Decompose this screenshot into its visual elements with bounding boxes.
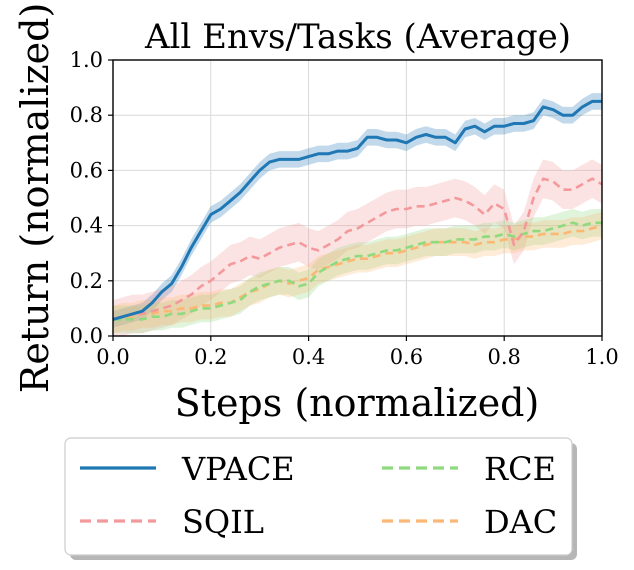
- legend-label-dac: DAC: [484, 503, 557, 541]
- x-tick-label: 1.0: [585, 345, 618, 369]
- plot-frame: [112, 59, 603, 337]
- line-sqil: [112, 177, 603, 321]
- band-sqil: [113, 159, 602, 336]
- chart-title: All Envs/Tasks (Average): [144, 17, 571, 57]
- plot-area: [112, 59, 603, 337]
- x-tick-label: 0.4: [292, 345, 325, 369]
- y-tick-label: 0.0: [70, 324, 103, 348]
- line-dac: [112, 224, 603, 321]
- y-tick-label: 0.6: [70, 158, 103, 182]
- legend-label-vpace: VPACE: [181, 450, 295, 488]
- y-tick-label: 0.4: [70, 214, 103, 238]
- x-tick-label: 0.6: [390, 345, 423, 369]
- series-lines: [112, 99, 603, 321]
- plot-background: [113, 60, 602, 336]
- x-axis-ticks: 0.0 0.2 0.4 0.6 0.8 1.0: [96, 336, 619, 369]
- legend-box: [64, 437, 573, 556]
- x-tick-label: 0.0: [96, 345, 129, 369]
- legend-label-rce: RCE: [484, 450, 556, 488]
- y-tick-label: 0.2: [70, 269, 103, 293]
- legend: VPACE RCE SQIL DAC: [64, 437, 577, 560]
- y-tick-label: 0.8: [70, 103, 103, 127]
- y-tick-label: 1.0: [70, 48, 103, 72]
- band-vpace: [113, 93, 602, 328]
- x-axis-label: Steps (normalized): [175, 381, 540, 425]
- x-tick-label: 0.2: [194, 345, 227, 369]
- legend-label-sqil: SQIL: [182, 503, 264, 541]
- x-tick-label: 0.8: [487, 345, 520, 369]
- y-axis-ticks: 0.0 0.2 0.4 0.6 0.8 1.0: [70, 48, 113, 348]
- line-vpace: [112, 99, 602, 321]
- y-axis-label: Return (normalized): [13, 3, 57, 394]
- legend-items: VPACE RCE SQIL DAC: [80, 450, 557, 541]
